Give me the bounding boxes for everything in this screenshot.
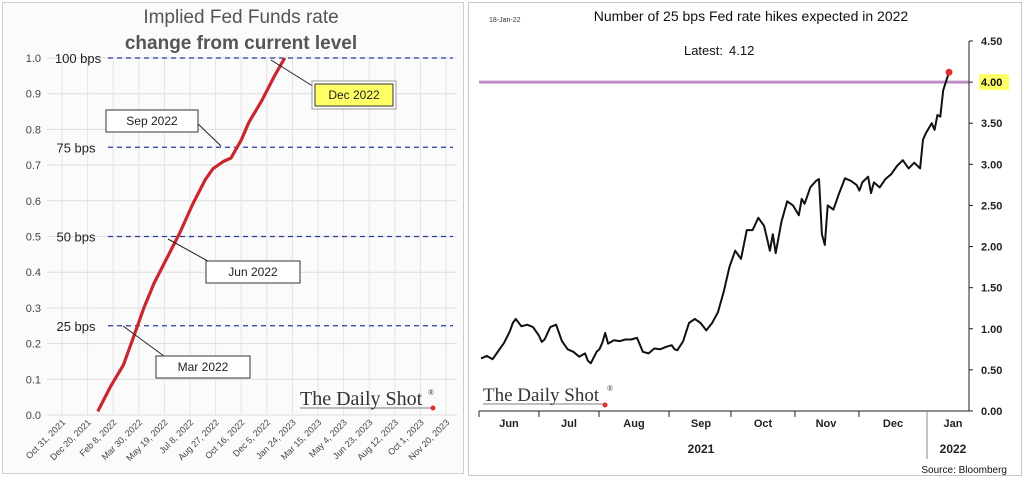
left-callout-leader [122,325,169,360]
right-latest-value: 4.12 [729,43,754,58]
right-logo-dot [602,402,608,408]
left-callout-label: Sep 2022 [126,114,178,128]
left-y-tick-label: 0.4 [26,267,41,279]
left-y-tick-label: 0.1 [26,374,41,386]
right-month-label: Aug [623,418,644,430]
right-month-label: Sep [691,418,711,430]
right-month-label: Dec [883,418,903,430]
right-y-tick-label: 2.00 [981,242,1002,254]
left-y-tick-label: 0.9 [26,89,41,101]
left-y-tick-label: 1.0 [26,53,41,65]
left-y-tick-label: 0.7 [26,160,41,172]
left-logo-text: The Daily Shot [300,388,423,410]
left-series-line [96,57,287,413]
left-ref-label: 25 bps [56,319,96,334]
left-callout-leader [270,59,320,91]
left-callout-box [205,260,301,284]
right-y-tick-label: 4.50 [981,36,1002,48]
left-y-tick-label: 0.3 [26,303,41,315]
right-month-label: Oct [754,418,773,430]
left-logo-dot [430,405,436,411]
left-callout-box [155,355,251,379]
right-chart-title: Number of 25 bps Fed rate hikes expected… [594,8,909,24]
left-chart-panel: Implied Fed Funds rate change from curre… [2,2,464,474]
right-month-label: Jul [561,418,577,430]
right-y-tick-label: 2.50 [981,200,1002,212]
left-logo: The Daily Shot ® [300,388,436,411]
right-date-label: 18-Jan-22 [489,17,521,24]
left-ref-label: 75 bps [56,140,96,155]
left-y-tick-label: 0.2 [26,339,41,351]
implied-fed-funds-chart: Implied Fed Funds rate change from curre… [24,7,457,463]
right-year-label: 2021 [688,442,715,456]
left-ref-label: 50 bps [56,230,96,245]
right-y-tick-label: 0.00 [981,406,1002,418]
left-y-tick-label: 0.5 [26,232,41,244]
right-y-tick-highlight [979,74,1009,91]
right-series-line [480,71,950,365]
right-y-tick-label: 0.50 [981,365,1002,377]
right-y-tick-label: 4.00 [981,77,1002,89]
right-month-label: Nov [816,418,838,430]
left-callout-box [314,83,394,107]
left-callout-label: Dec 2022 [328,88,380,102]
left-y-tick-label: 0.0 [26,410,41,422]
right-logo-mark: ® [607,384,613,393]
left-callout-label: Jun 2022 [228,265,278,279]
left-callout-box [105,109,199,133]
right-chart-panel: 18-Jan-22 Number of 25 bps Fed rate hike… [468,2,1022,476]
left-chart-subtitle: change from current level [125,33,357,54]
left-y-tick-label: 0.6 [26,196,41,208]
right-year-label: 2022 [940,442,967,456]
right-y-tick-label: 3.50 [981,118,1002,130]
left-chart-title: Implied Fed Funds rate [143,7,338,28]
left-y-tick-label: 0.8 [26,124,41,136]
right-y-tick-label: 1.50 [981,283,1002,295]
left-callout-label: Mar 2022 [178,360,229,374]
left-callout-leader [194,120,222,147]
rate-hikes-chart: 18-Jan-22 Number of 25 bps Fed rate hike… [478,8,1009,476]
left-logo-mark: ® [428,388,434,397]
right-month-label: Jun [499,418,519,430]
right-logo-text: The Daily Shot [483,385,600,406]
right-y-tick-label: 1.00 [981,324,1002,336]
right-logo: The Daily Shot ® [483,384,613,408]
right-latest-point [945,68,953,76]
right-y-tick-label: 3.00 [981,159,1002,171]
left-ref-label: 100 bps [55,51,102,66]
right-source: Source: Bloomberg [921,465,1007,476]
right-month-label: Jan [944,418,963,430]
right-latest-label: Latest: [684,43,723,58]
